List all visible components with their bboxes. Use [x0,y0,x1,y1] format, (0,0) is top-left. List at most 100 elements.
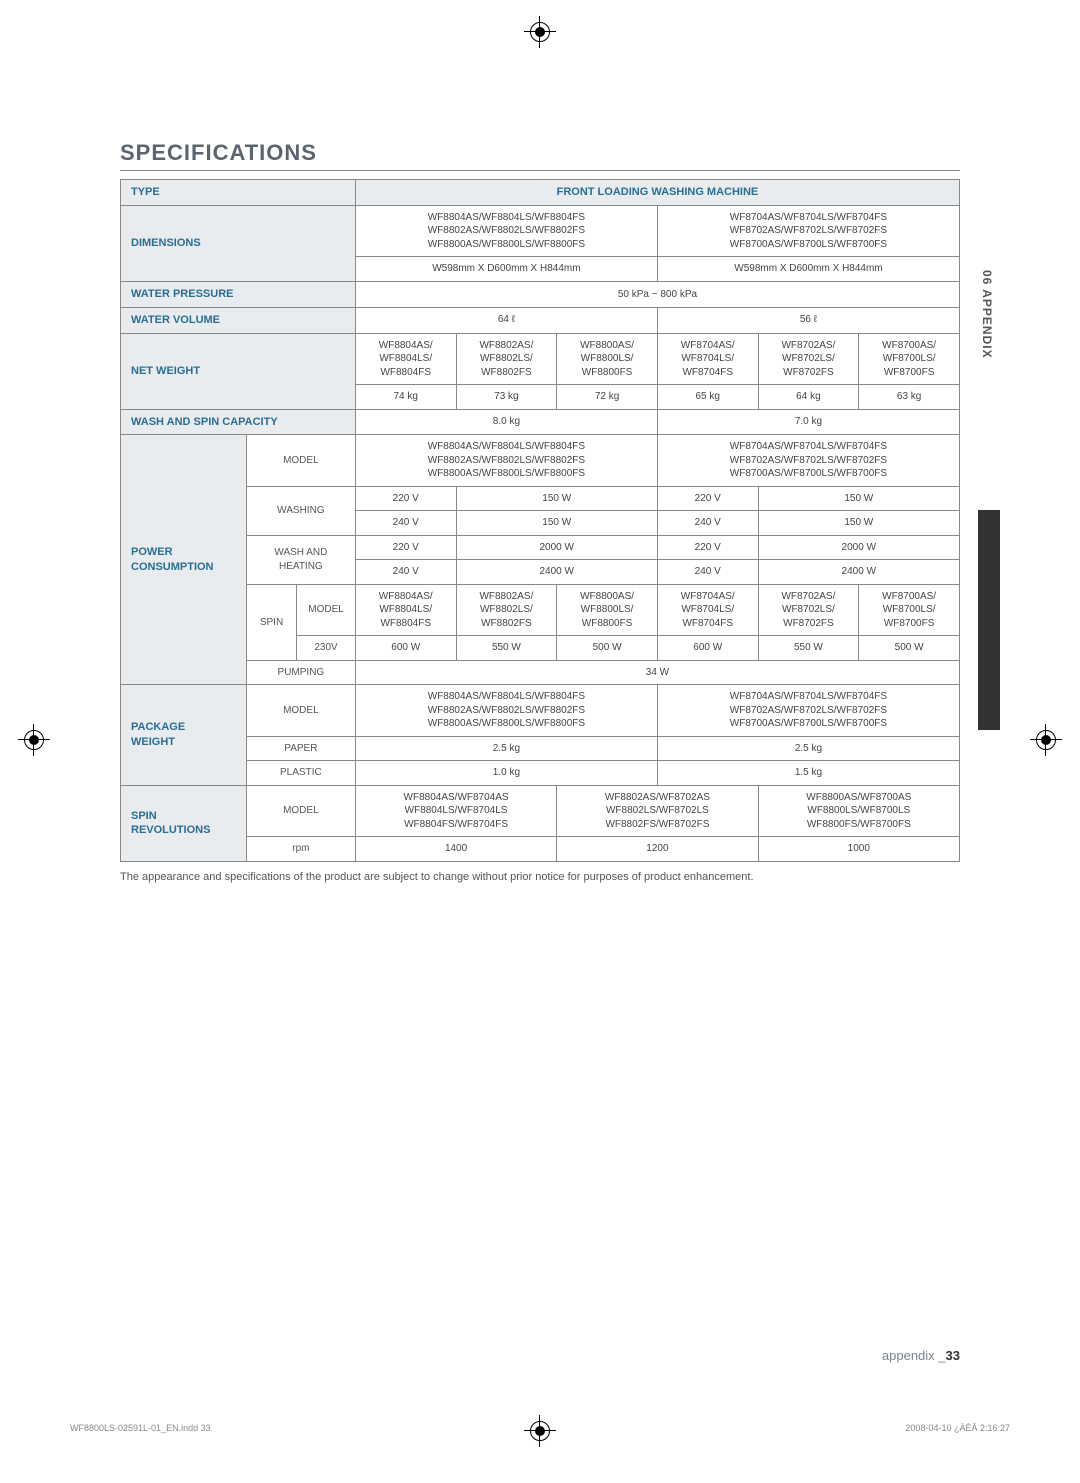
row-type: TYPE FRONT LOADING WASHING MACHINE [121,180,960,206]
spin-col-1: WF8802AS/ WF8802LS/ WF8802FS [456,584,557,636]
washing-v2-1: 240 V [657,511,758,536]
nw-val-0: 74 kg [355,385,456,410]
spec-table: TYPE FRONT LOADING WASHING MACHINE DIMEN… [120,179,960,862]
washing-w2-1: 150 W [758,511,959,536]
dim-models-b: WF8704AS/WF8704LS/WF8704FS WF8702AS/WF87… [657,205,959,257]
pkg-model-a: WF8804AS/WF8804LS/WF8804FS WF8802AS/WF88… [355,685,657,737]
spin-val-5: 500 W [859,636,960,661]
power-label: POWER CONSUMPTION [121,435,247,685]
row-paper: PAPER 2.5 kg 2.5 kg [121,736,960,761]
sr-model-label: MODEL [246,785,355,837]
spin-val-1: 550 W [456,636,557,661]
rpm-label: rpm [246,837,355,862]
plastic-label: PLASTIC [246,761,355,786]
nw-val-2: 72 kg [557,385,658,410]
washing-w1-0: 150 W [456,486,657,511]
paper-a: 2.5 kg [355,736,657,761]
nw-col-4: WF8702AS/ WF8702LS/ WF8702FS [758,333,859,385]
dim-size-b: W598mm X D600mm X H844mm [657,257,959,282]
row-spinrev-model: SPIN REVOLUTIONS MODEL WF8804AS/WF8704AS… [121,785,960,837]
spin-col-2: WF8800AS/ WF8800LS/ WF8800FS [557,584,658,636]
type-label: TYPE [121,180,356,206]
reg-mark-bottom [530,1421,550,1441]
washing-w2-0: 150 W [758,486,959,511]
side-tab-bar [978,510,1000,730]
note-text: The appearance and specifications of the… [120,870,960,885]
washheat-w2-0: 2000 W [758,535,959,560]
spin-label: SPIN [246,584,296,660]
nw-col-3: WF8704AS/ WF8704LS/ WF8704FS [657,333,758,385]
pumping-value: 34 W [355,660,959,685]
row-washheat-1: WASH AND HEATING 220 V 2000 W 220 V 2000… [121,535,960,560]
dimensions-label: DIMENSIONS [121,205,356,281]
row-pumping: PUMPING 34 W [121,660,960,685]
pc-model-label: MODEL [246,435,355,487]
washing-label: WASHING [246,486,355,535]
spin-val-2: 500 W [557,636,658,661]
net-weight-label: NET WEIGHT [121,333,356,409]
wash-spin-b: 7.0 kg [657,409,959,435]
footer-section: appendix _ [882,1348,946,1363]
washheat-v1-0: 220 V [355,535,456,560]
dim-models-a: WF8804AS/WF8804LS/WF8804FS WF8802AS/WF88… [355,205,657,257]
spin-col-5: WF8700AS/ WF8700LS/ WF8700FS [859,584,960,636]
type-value: FRONT LOADING WASHING MACHINE [355,180,959,206]
page: 06 APPENDIX SPECIFICATIONS TYPE FRONT LO… [0,0,1080,1483]
water-volume-label: WATER VOLUME [121,307,356,333]
spin-model-label: MODEL [297,584,356,636]
spin-col-3: WF8704AS/ WF8704LS/ WF8704FS [657,584,758,636]
footer-right: appendix _33 [882,1348,960,1363]
paper-label: PAPER [246,736,355,761]
row-pc-model: POWER CONSUMPTION MODEL WF8804AS/WF8804L… [121,435,960,487]
washheat-label: WASH AND HEATING [246,535,355,584]
reg-mark-left [24,730,44,750]
pkg-model-label: MODEL [246,685,355,737]
footline-left: WF8800LS-02591L-01_EN.indd 33 [70,1423,211,1433]
sr-model-2: WF8800AS/WF8700AS WF8800LS/WF8700LS WF88… [758,785,959,837]
water-pressure-value: 50 kPa ~ 800 kPa [355,281,959,307]
reg-mark-right [1036,730,1056,750]
washheat-v2-0: 220 V [657,535,758,560]
water-pressure-label: WATER PRESSURE [121,281,356,307]
washing-v1-1: 240 V [355,511,456,536]
spinrev-label: SPIN REVOLUTIONS [121,785,247,861]
spin-val-0: 600 W [355,636,456,661]
row-water-volume: WATER VOLUME 64 ℓ 56 ℓ [121,307,960,333]
pumping-label: PUMPING [246,660,355,685]
side-tab-label: 06 APPENDIX [980,270,994,359]
washheat-v2-1: 240 V [657,560,758,585]
reg-mark-top [530,22,550,42]
spin-val-3: 600 W [657,636,758,661]
plastic-a: 1.0 kg [355,761,657,786]
washheat-w2-1: 2400 W [758,560,959,585]
spin-volt: 230V [297,636,356,661]
nw-val-4: 64 kg [758,385,859,410]
nw-val-5: 63 kg [859,385,960,410]
row-rpm: rpm 1400 1200 1000 [121,837,960,862]
washheat-v1-1: 240 V [355,560,456,585]
row-dimensions-models: DIMENSIONS WF8804AS/WF8804LS/WF8804FS WF… [121,205,960,257]
spin-val-4: 550 W [758,636,859,661]
wash-spin-label: WASH AND SPIN CAPACITY [121,409,356,435]
row-water-pressure: WATER PRESSURE 50 kPa ~ 800 kPa [121,281,960,307]
nw-col-5: WF8700AS/ WF8700LS/ WF8700FS [859,333,960,385]
rpm-1: 1200 [557,837,758,862]
rpm-0: 1400 [355,837,556,862]
row-pkg-model: PACKAGE WEIGHT MODEL WF8804AS/WF8804LS/W… [121,685,960,737]
paper-b: 2.5 kg [657,736,959,761]
washheat-w1-0: 2000 W [456,535,657,560]
spin-col-0: WF8804AS/ WF8804LS/ WF8804FS [355,584,456,636]
footline-right: 2008-04-10 ¿ÀÈÄ 2:16:27 [905,1423,1010,1433]
nw-col-0: WF8804AS/ WF8804LS/ WF8804FS [355,333,456,385]
package-label: PACKAGE WEIGHT [121,685,247,786]
washing-w1-1: 150 W [456,511,657,536]
row-net-weight-models: NET WEIGHT WF8804AS/ WF8804LS/ WF8804FS … [121,333,960,385]
wash-spin-a: 8.0 kg [355,409,657,435]
row-wash-spin-capacity: WASH AND SPIN CAPACITY 8.0 kg 7.0 kg [121,409,960,435]
sr-model-0: WF8804AS/WF8704AS WF8804LS/WF8704LS WF88… [355,785,556,837]
pc-model-a: WF8804AS/WF8804LS/WF8804FS WF8802AS/WF88… [355,435,657,487]
water-volume-b: 56 ℓ [657,307,959,333]
row-plastic: PLASTIC 1.0 kg 1.5 kg [121,761,960,786]
nw-col-2: WF8800AS/ WF8800LS/ WF8800FS [557,333,658,385]
row-washing-1: WASHING 220 V 150 W 220 V 150 W [121,486,960,511]
